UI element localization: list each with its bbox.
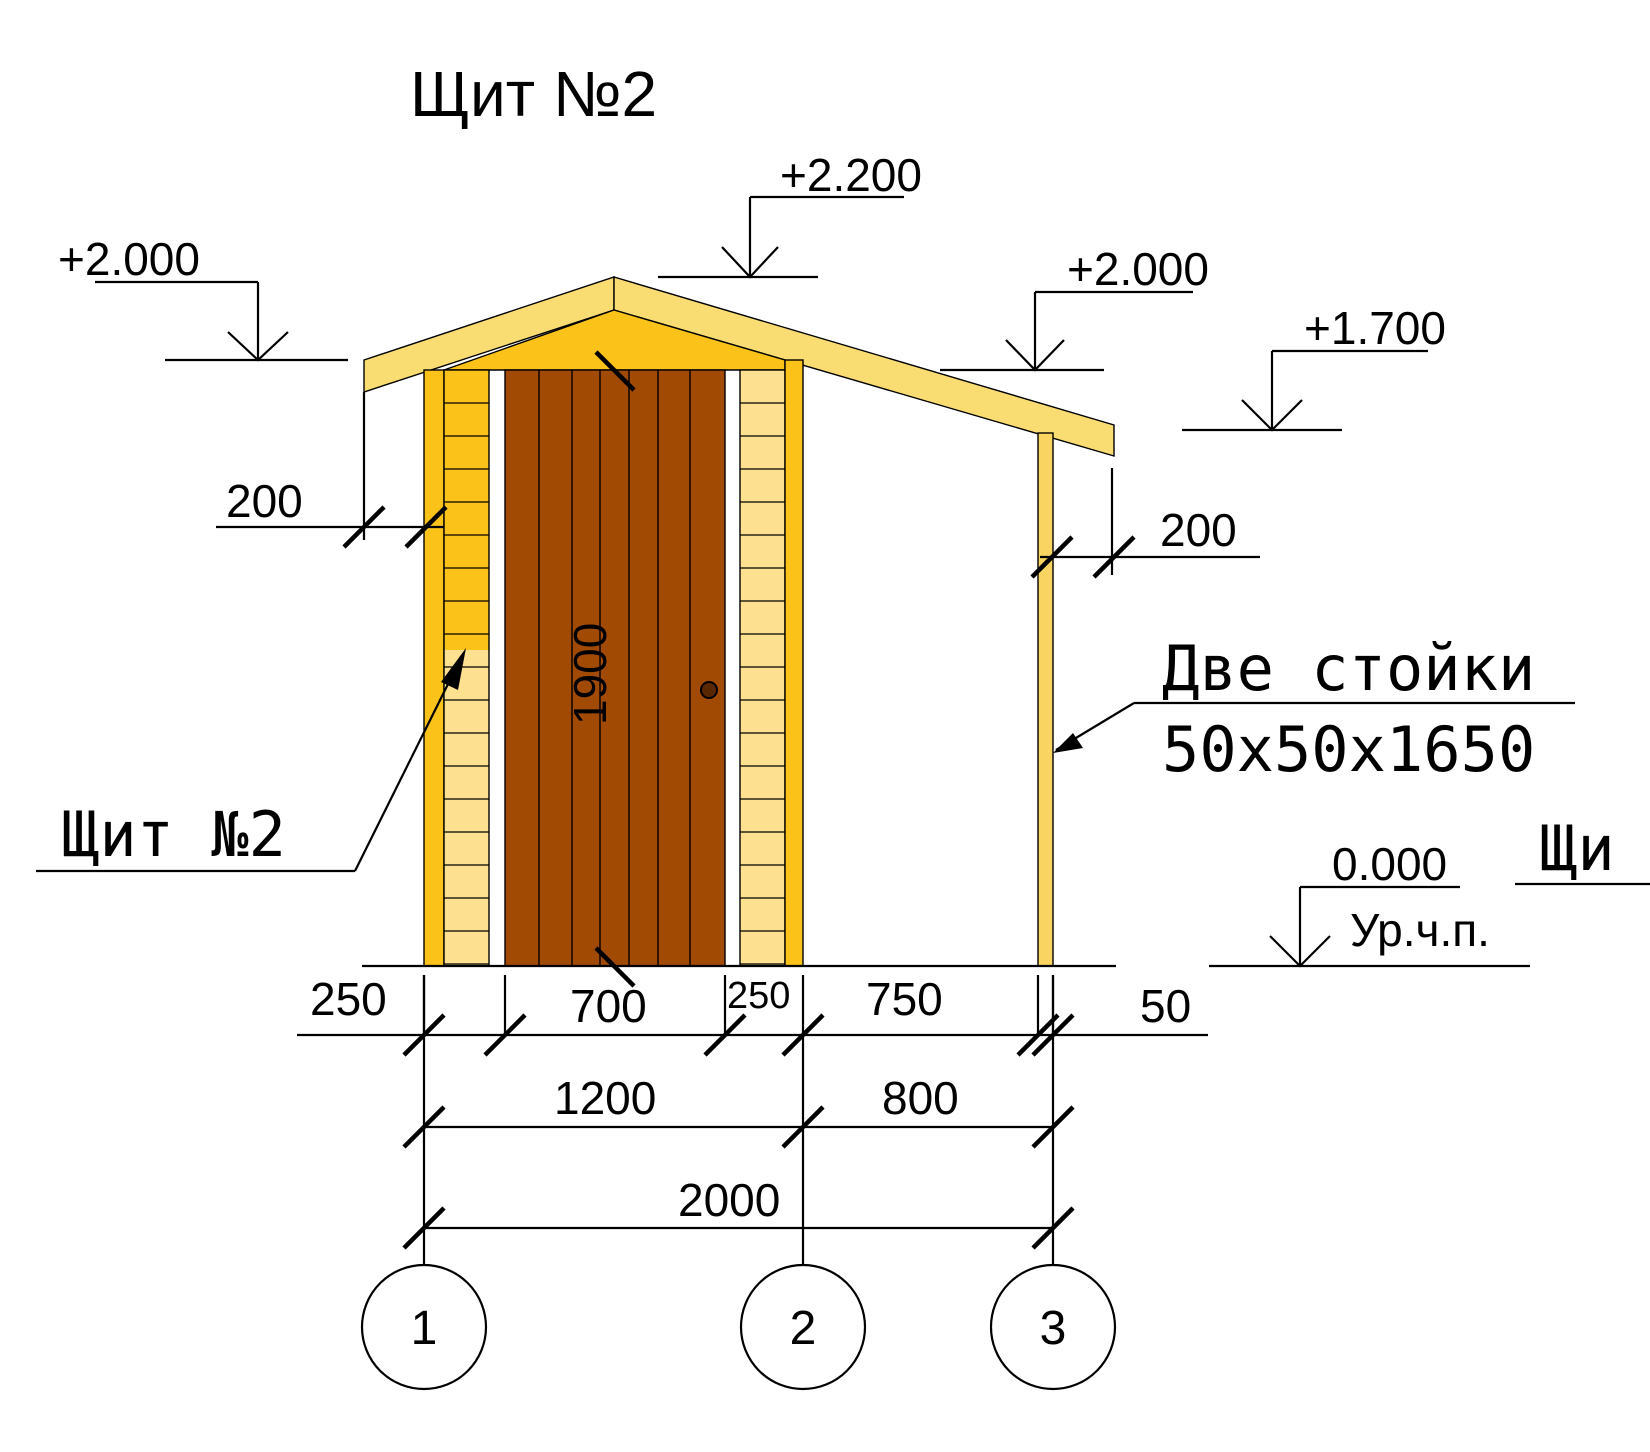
grid-axis-label-3: 3 (1040, 1302, 1067, 1355)
dimension-span-2: 800 (882, 1072, 959, 1124)
level-ridge-label: +2.200 (780, 149, 922, 201)
dimension-chain-spans: 1200 800 (402, 1072, 1075, 1149)
roof-right-slope (613, 276, 1115, 457)
dimension-seg-4: 750 (866, 973, 943, 1025)
drawing-title: Щит №2 (410, 58, 657, 130)
grid-axes: 1 2 3 (360, 975, 1117, 1391)
panel-callout: Щит №2 (36, 648, 466, 873)
left-frame-post (423, 369, 445, 967)
posts-callout-line1: Две стойки (1162, 632, 1535, 705)
level-mark-eave-right: +2.000 (940, 243, 1209, 372)
corner-post (1037, 432, 1054, 967)
panel-callout-label: Щит №2 (62, 798, 286, 871)
grid-axis-bubble-1 (360, 1263, 488, 1391)
level-floor-label: 0.000 (1332, 838, 1447, 890)
grid-axis-bubble-3 (989, 1263, 1117, 1391)
level-floor-sublabel: Ур.ч.п. (1350, 904, 1490, 956)
right-panel-boards (740, 402, 785, 965)
cut-callout: Щи (1515, 812, 1650, 886)
level-mark-eave-left: +2.000 (58, 233, 348, 362)
door-handle (700, 681, 718, 699)
level-eave-left-label: +2.000 (58, 233, 200, 285)
overhang-dimension-right: 200 (1030, 468, 1260, 579)
dimension-seg-5: 50 (1140, 980, 1191, 1032)
dimension-seg-2: 700 (570, 980, 647, 1032)
door-height-dimension: 1900 (564, 623, 616, 725)
posts-callout-line2: 50х50х1650 (1162, 713, 1535, 786)
dimension-seg-3: 250 (727, 975, 790, 1017)
dimension-total: 2000 (678, 1174, 780, 1226)
dimension-chain-total: 2000 (402, 1174, 1075, 1250)
level-eave-right-label: +2.000 (1067, 243, 1209, 295)
grid-axis-bubble-2 (739, 1263, 867, 1391)
grid-axis-label-2: 2 (790, 1302, 817, 1355)
overhang-dimension-left: 200 (216, 392, 448, 549)
left-panel-boards (444, 402, 489, 965)
cut-callout-label: Щи (1540, 812, 1615, 885)
overhang-left-label: 200 (226, 475, 303, 527)
dimension-seg-1: 250 (310, 973, 387, 1025)
left-panel-light (444, 650, 489, 966)
level-mark-floor: 0.000 Ур.ч.п. (1209, 838, 1530, 968)
right-frame-post (784, 359, 804, 967)
posts-callout: Две стойки 50х50х1650 (1053, 632, 1575, 786)
right-panel (739, 369, 786, 967)
door-planks (538, 370, 691, 966)
door-height-tick-bottom (594, 946, 636, 988)
dimension-span-1: 1200 (554, 1072, 656, 1124)
shed-structure (362, 276, 1116, 988)
door-height-tick-top (594, 350, 636, 392)
level-mark-ridge: +2.200 (658, 149, 922, 279)
level-mark-post-top: +1.700 (1182, 302, 1446, 432)
level-post-top-label: +1.700 (1304, 302, 1446, 354)
door (504, 369, 726, 967)
overhang-right-label: 200 (1160, 504, 1237, 556)
grid-axis-label-1: 1 (411, 1302, 438, 1355)
dimension-chain-segments: 250 700 250 750 50 (297, 973, 1208, 1057)
